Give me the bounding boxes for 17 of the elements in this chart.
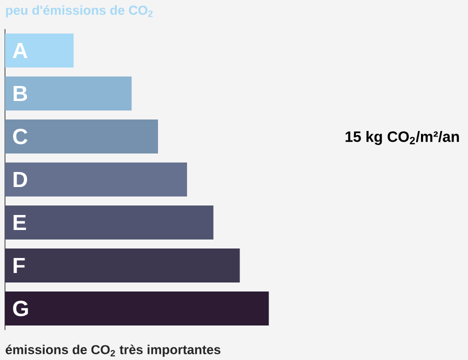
bar	[5, 206, 214, 240]
y-tick-label: F	[14, 258, 25, 274]
y-tick-label: E	[14, 214, 26, 230]
text: 15 kg CO$_{2}$/m²/an	[346, 131, 459, 145]
y-tick-label: B	[14, 86, 28, 102]
bar	[5, 248, 240, 282]
bar	[5, 120, 158, 154]
bar	[5, 76, 132, 110]
bar	[5, 292, 269, 326]
chart-title: peu d'émissions de CO$_{2}$	[6, 5, 153, 18]
bar	[5, 162, 188, 196]
text: émissions de CO$_{2}$ très importantes	[6, 344, 220, 357]
bar	[5, 34, 74, 68]
y-tick-label: G	[13, 300, 28, 316]
y-tick-label: D	[14, 172, 28, 188]
y-tick-label: A	[12, 42, 28, 58]
y-tick-label: C	[13, 128, 28, 144]
